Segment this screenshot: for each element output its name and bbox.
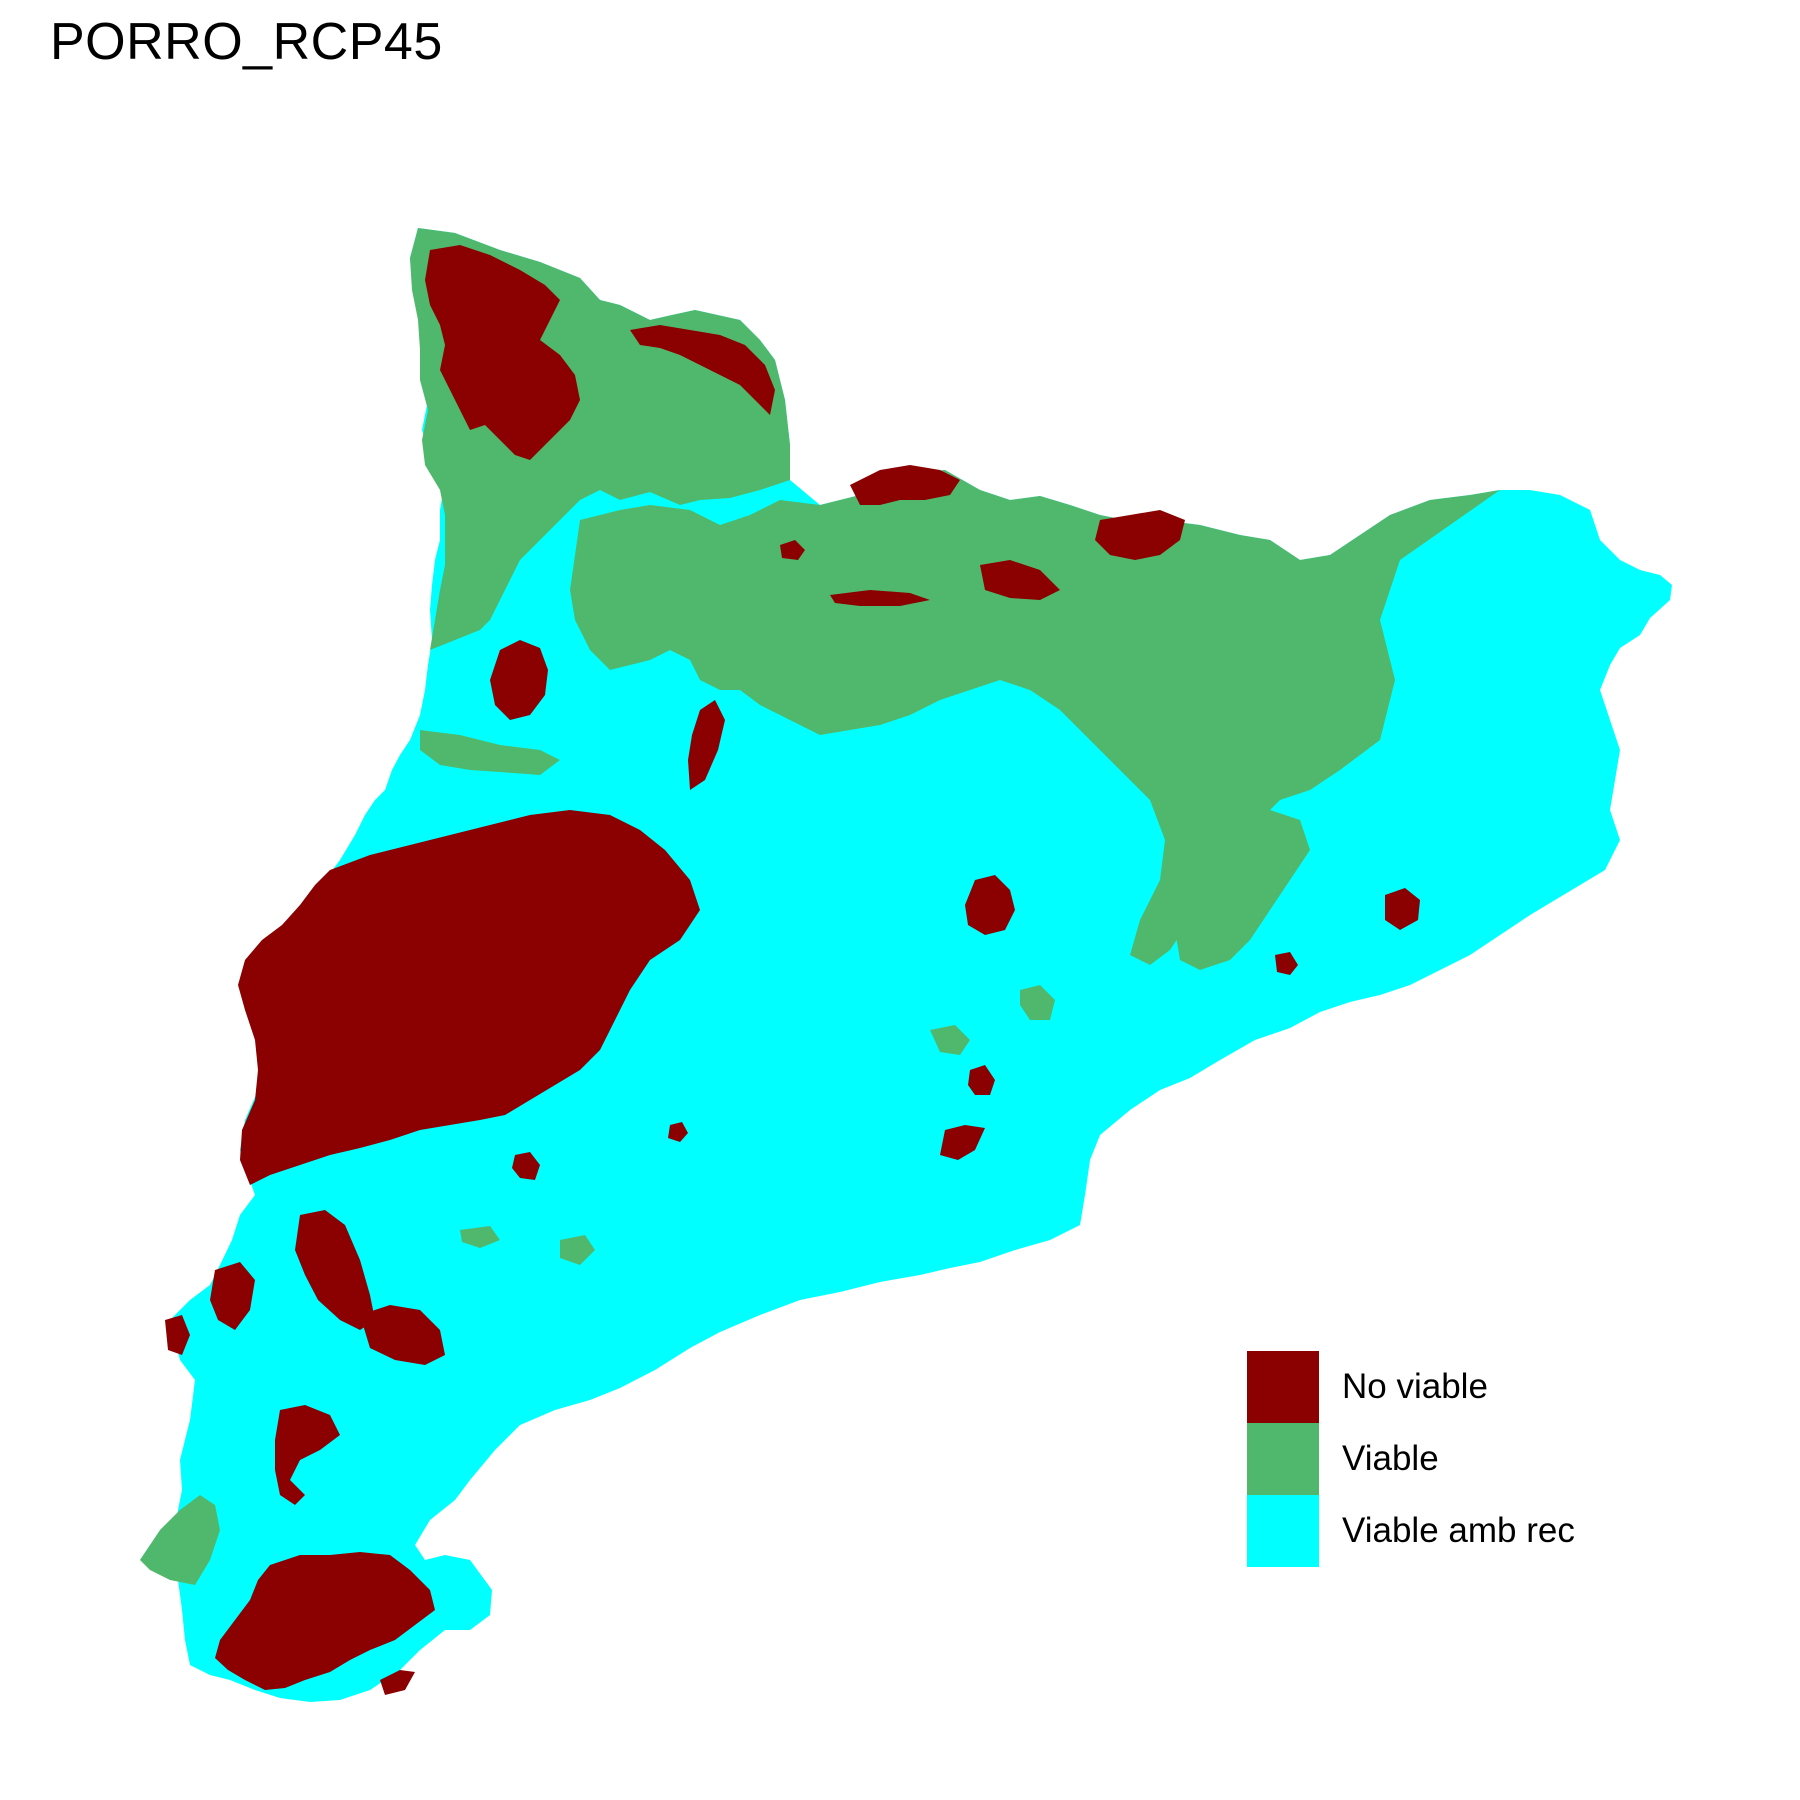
region-no-viable-pyrenees	[425, 245, 580, 460]
region-viable-east-hills	[1175, 810, 1310, 970]
region-viable-small-4	[460, 1226, 500, 1248]
legend-item-viable-amb-rec: Viable amb rec	[1247, 1495, 1575, 1567]
region-no-viable-ridge-1	[850, 465, 960, 505]
region-no-viable-central-blob	[965, 875, 1015, 935]
legend-swatch-viable-amb-rec	[1247, 1495, 1319, 1567]
region-no-viable-small-n	[780, 540, 805, 560]
region-no-viable-streak	[688, 700, 725, 790]
region-no-viable-blob-w	[490, 640, 548, 720]
region-viable-south-coast	[140, 1495, 220, 1585]
legend-label-no-viable: No viable	[1342, 1367, 1488, 1406]
region-no-viable-ridge-4	[830, 590, 930, 606]
legend-item-no-viable: No viable	[1247, 1351, 1575, 1423]
region-no-viable-south-1	[295, 1210, 375, 1330]
region-no-viable-pyrenees-2	[630, 325, 775, 415]
region-no-viable-ridge-3	[980, 560, 1060, 600]
region-viable-central	[570, 470, 1500, 965]
region-viable-small-3	[560, 1235, 595, 1265]
region-no-viable-south-4	[165, 1315, 190, 1355]
region-viable-small-1	[1020, 985, 1055, 1020]
region-no-viable-south-3	[210, 1262, 255, 1330]
region-no-viable-dot-east	[1385, 888, 1420, 930]
region-no-viable-dot-w2	[512, 1152, 540, 1180]
map-legend: No viable Viable Viable amb rec	[1247, 1351, 1575, 1567]
legend-swatch-no-viable	[1247, 1351, 1319, 1423]
region-no-viable-delta	[215, 1552, 435, 1690]
legend-label-viable-amb-rec: Viable amb rec	[1342, 1511, 1575, 1550]
region-no-viable-dot-w	[668, 1122, 688, 1142]
region-viable-west-patch	[420, 730, 560, 775]
region-no-viable-ridge-2	[1095, 510, 1185, 560]
region-no-viable-delta-spit	[380, 1670, 415, 1695]
legend-label-viable: Viable	[1342, 1439, 1439, 1478]
region-no-viable-dot-east-2	[1275, 952, 1298, 975]
region-no-viable-west-large	[238, 810, 700, 1185]
region-no-viable-central-small	[968, 1065, 995, 1095]
legend-swatch-viable	[1247, 1423, 1319, 1495]
region-no-viable-south-2	[360, 1305, 445, 1365]
region-viable-small-2	[930, 1025, 970, 1055]
legend-item-viable: Viable	[1247, 1423, 1575, 1495]
region-no-viable-south-5	[275, 1405, 340, 1505]
region-no-viable-central-2	[940, 1125, 985, 1160]
map-title: PORRO_RCP45	[50, 13, 443, 71]
